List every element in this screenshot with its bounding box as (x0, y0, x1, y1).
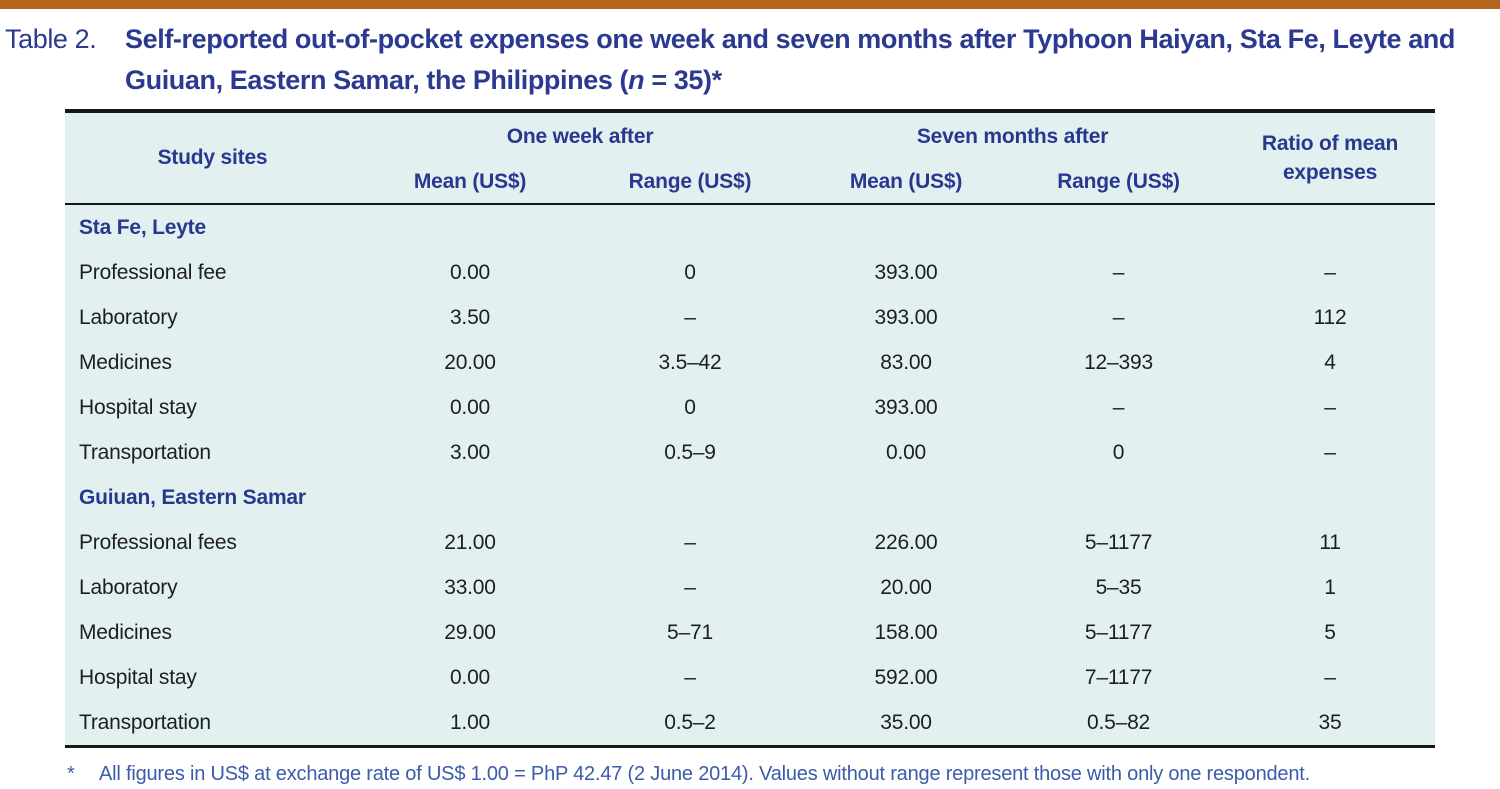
row-label: Hospital stay (79, 665, 197, 689)
ratio-cell: 35 (1318, 710, 1342, 734)
section-row-sta-fe: Sta Fe, Leyte (65, 204, 1435, 250)
ratio-cell: 4 (1324, 350, 1336, 374)
month-range-cell: – (1112, 395, 1125, 419)
column-header-month-range: Range (US$) (1012, 161, 1226, 205)
section-name: Sta Fe, Leyte (79, 215, 206, 239)
week-mean-cell: 1.00 (449, 710, 491, 734)
footnote-marker: * (67, 763, 75, 785)
month-mean-cell: 35.00 (880, 710, 932, 734)
row-label: Professional fee (79, 260, 227, 284)
month-mean-cell: 83.00 (880, 350, 932, 374)
month-range-cell: – (1112, 260, 1125, 284)
row-label: Laboratory (79, 575, 178, 599)
week-mean-cell: 3.50 (449, 305, 491, 329)
ratio-cell: 112 (1313, 305, 1347, 329)
month-range-cell: – (1112, 305, 1125, 329)
table-row: Laboratory 33.00 – 20.00 5–35 1 (65, 565, 1435, 610)
title-text-main: Self-reported out-of-pocket expenses one… (125, 24, 1455, 95)
table-title: Table 2. Self-reported out-of-pocket exp… (5, 19, 1470, 101)
month-mean-cell: 393.00 (874, 395, 938, 419)
column-header-ratio-of-mean-expenses: Ratio of mean expenses (1225, 111, 1436, 205)
column-group-one-week-after: One week after (506, 125, 654, 148)
row-label: Transportation (79, 710, 211, 734)
week-range-cell: – (684, 665, 696, 689)
column-header-study-sites: Study sites (65, 111, 360, 205)
week-range-cell: – (684, 530, 696, 554)
title-text-suffix: = 35)* (644, 65, 722, 95)
table-row: Professional fee 0.00 0 393.00 – – (65, 250, 1435, 295)
row-label: Professional fees (79, 530, 237, 554)
table-title-text: Self-reported out-of-pocket expenses one… (125, 19, 1470, 101)
table-row: Hospital stay 0.00 0 393.00 – – (65, 385, 1435, 430)
footnote-text: All figures in US$ at exchange rate of U… (99, 763, 1310, 785)
month-range-cell: 5–35 (1095, 575, 1142, 599)
month-range-cell: 5–1177 (1084, 530, 1153, 554)
month-mean-cell: 158.00 (874, 620, 938, 644)
week-mean-cell: 0.00 (449, 260, 491, 284)
top-accent-bar (0, 0, 1500, 9)
table-footnote: * All figures in US$ at exchange rate of… (67, 763, 1460, 786)
month-mean-cell: 393.00 (874, 305, 938, 329)
column-header-week-range: Range (US$) (580, 161, 801, 205)
table-number-label: Table 2. (5, 24, 97, 54)
row-label: Hospital stay (79, 395, 197, 419)
ratio-cell: – (1324, 260, 1336, 284)
week-mean-cell: 20.00 (444, 350, 496, 374)
column-header-week-mean: Mean (US$) (360, 161, 580, 205)
week-mean-cell: 0.00 (449, 395, 491, 419)
week-range-cell: 0 (684, 395, 696, 419)
month-range-cell: 12–393 (1084, 350, 1153, 374)
month-range-cell: 0.5–82 (1087, 710, 1151, 734)
row-label: Medicines (79, 350, 172, 374)
week-mean-cell: 3.00 (449, 440, 491, 464)
table-row: Professional fees 21.00 – 226.00 5–1177 … (65, 520, 1435, 565)
month-range-cell: 7–1177 (1084, 665, 1153, 689)
week-range-cell: 3.5–42 (658, 350, 722, 374)
table-row: Transportation 1.00 0.5–2 35.00 0.5–82 3… (65, 700, 1435, 747)
ratio-cell: – (1324, 665, 1336, 689)
table-row: Hospital stay 0.00 – 592.00 7–1177 – (65, 655, 1435, 700)
column-header-month-mean: Mean (US$) (800, 161, 1013, 205)
title-italic-n: n (628, 65, 645, 95)
week-mean-cell: 21.00 (444, 530, 496, 554)
table-row: Medicines 20.00 3.5–42 83.00 12–393 4 (65, 340, 1435, 385)
month-range-cell: 5–1177 (1084, 620, 1153, 644)
month-mean-cell: 393.00 (874, 260, 938, 284)
week-mean-cell: 33.00 (444, 575, 496, 599)
week-range-cell: 0 (684, 260, 696, 284)
week-range-cell: 0.5–2 (664, 710, 716, 734)
month-mean-cell: 0.00 (885, 440, 927, 464)
month-range-cell: 0 (1112, 440, 1125, 464)
month-mean-cell: 592.00 (874, 665, 938, 689)
month-mean-cell: 226.00 (874, 530, 938, 554)
table-row: Laboratory 3.50 – 393.00 – 112 (65, 295, 1435, 340)
ratio-cell: 1 (1324, 575, 1336, 599)
week-mean-cell: 29.00 (444, 620, 496, 644)
week-mean-cell: 0.00 (449, 665, 491, 689)
week-range-cell: – (684, 305, 696, 329)
column-group-seven-months-after: Seven months after (916, 125, 1109, 148)
section-row-guiuan: Guiuan, Eastern Samar (65, 475, 1435, 520)
table-row: Medicines 29.00 5–71 158.00 5–1177 5 (65, 610, 1435, 655)
ratio-cell: – (1324, 395, 1336, 419)
row-label: Laboratory (79, 305, 178, 329)
ratio-cell: 11 (1319, 530, 1341, 554)
ratio-cell: – (1324, 440, 1336, 464)
row-label: Medicines (79, 620, 172, 644)
week-range-cell: – (684, 575, 696, 599)
week-range-cell: 5–71 (667, 620, 713, 644)
section-name: Guiuan, Eastern Samar (79, 485, 306, 509)
month-mean-cell: 20.00 (880, 575, 932, 599)
row-label: Transportation (79, 440, 211, 464)
table-row: Transportation 3.00 0.5–9 0.00 0 – (65, 430, 1435, 475)
ratio-cell: 5 (1324, 620, 1336, 644)
expenses-table: Study sites One week after Seven months … (65, 109, 1436, 748)
week-range-cell: 0.5–9 (664, 440, 716, 464)
